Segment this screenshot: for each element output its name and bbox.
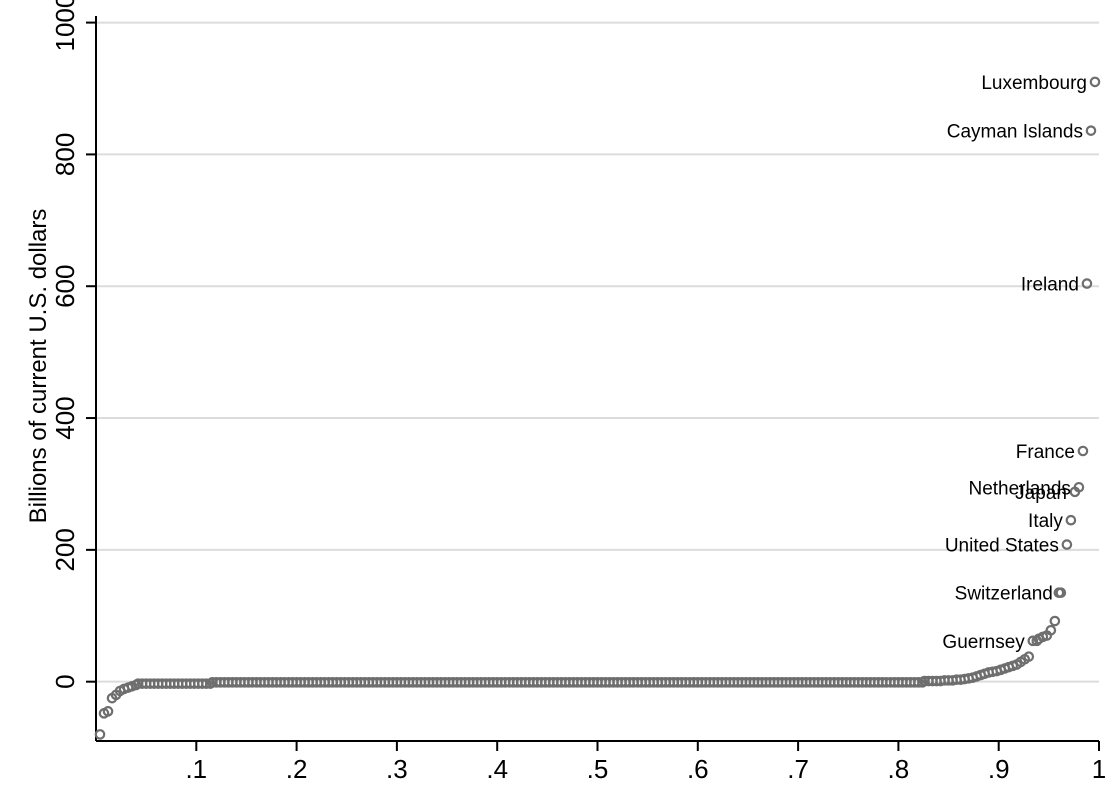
data-point: [102, 706, 114, 717]
labeled-data-point: [1065, 514, 1077, 526]
labeled-data-point: [1027, 635, 1039, 647]
data-points: [94, 76, 1101, 740]
point-label: Switzerland: [955, 584, 1053, 605]
x-tick-label: .5: [587, 754, 609, 784]
labeled-data-point: [1081, 278, 1093, 289]
y-tick-label: 1000: [50, 0, 80, 52]
x-tick-label: .6: [687, 754, 709, 784]
data-point: [130, 679, 142, 691]
data-point: [201, 678, 212, 689]
data-point: [919, 675, 930, 687]
x-tick-label: .9: [988, 754, 1010, 784]
x-tick-label: 1: [1092, 754, 1106, 784]
x-tick-label: .1: [185, 754, 207, 784]
data-point: [923, 675, 934, 687]
y-tick-label: 0: [50, 674, 80, 688]
point-label: Japan: [1015, 483, 1067, 504]
point-label: Luxembourg: [981, 73, 1087, 94]
labeled-data-point: [1089, 76, 1101, 88]
x-ticks: .1 .2 .3 .4 .5 .6 .7 .8 .9 1: [185, 741, 1106, 784]
point-label: Cayman Islands: [947, 122, 1083, 143]
x-tick-label: .8: [888, 754, 910, 784]
point-label: Ireland: [1021, 275, 1079, 296]
point-label: France: [1016, 442, 1075, 463]
y-tick-label: 200: [50, 528, 80, 571]
point-label: Italy: [1028, 511, 1063, 532]
point-label: Netherlands: [968, 478, 1070, 499]
labeled-data-point: [1077, 445, 1089, 457]
y-ticks: 0 200 400 600 800 1000: [50, 0, 96, 689]
labeled-data-point: [1069, 486, 1081, 498]
x-tick-label: .3: [386, 754, 408, 784]
x-tick-label: .2: [286, 754, 308, 784]
point-label: United States: [945, 536, 1059, 557]
point-label: Guernsey: [942, 632, 1025, 653]
x-tick-label: .4: [486, 754, 508, 784]
labeled-data-point: [1055, 587, 1067, 599]
x-tick-label: .7: [787, 754, 809, 784]
data-point: [1031, 635, 1043, 647]
data-point: [1049, 615, 1061, 627]
y-tick-label: 400: [50, 396, 80, 439]
labeled-data-point: [1085, 125, 1097, 136]
y-tick-label: 800: [50, 133, 80, 176]
point-labels: Luxembourg Cayman Islands Ireland France Net…: [942, 73, 1087, 653]
y-tick-label: 600: [50, 265, 80, 308]
data-point: [913, 677, 924, 688]
y-axis-label: Billions of current U.S. dollars: [25, 209, 52, 524]
labeled-data-point: [1061, 539, 1073, 550]
data-point: [1033, 633, 1045, 645]
data-point: [94, 729, 106, 740]
